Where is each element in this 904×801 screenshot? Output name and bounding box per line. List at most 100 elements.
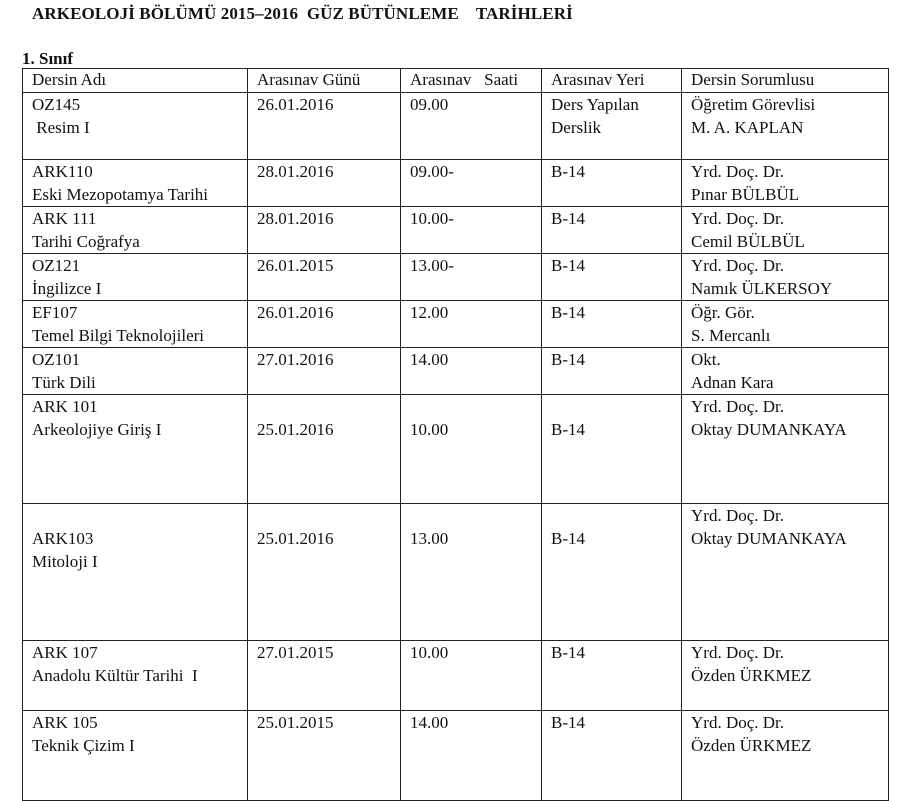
responsible-line: Yrd. Doç. Dr. bbox=[691, 643, 785, 662]
course-cell: OZ145 Resim I bbox=[22, 92, 248, 160]
date-cell: 25.01.2015 bbox=[247, 710, 401, 801]
responsible-cell: Yrd. Doç. Dr. Namık ÜLKERSOY bbox=[681, 253, 889, 301]
course-code: OZ121 bbox=[32, 256, 81, 275]
exam-date: 26.01.2015 bbox=[257, 256, 334, 275]
date-cell: 26.01.2016 bbox=[247, 300, 401, 348]
date-cell: 28.01.2016 bbox=[247, 159, 401, 207]
responsible-cell: Okt. Adnan Kara bbox=[681, 347, 889, 395]
exam-schedule-table: Dersin Adı Arasınav Günü Arasınav Saati … bbox=[22, 68, 889, 801]
course-code: ARK 107 bbox=[32, 643, 98, 662]
course-cell: ARK 105 Teknik Çizim I bbox=[22, 710, 248, 801]
exam-time: 09.00- bbox=[410, 162, 454, 181]
table-row: ARK 111 Tarihi Coğrafya 28.01.2016 10.00- B-… bbox=[22, 206, 889, 254]
exam-place: Ders Yapılan bbox=[551, 95, 639, 114]
table-row: ARK 107 Anadolu Kültür Tarihi I 27.01.2015… bbox=[22, 640, 889, 711]
table-header-row: Dersin Adı Arasınav Günü Arasınav Saati … bbox=[22, 68, 889, 93]
table-row: OZ145 Resim I 26.01.2016 09.00 Ders Yapılan… bbox=[22, 92, 889, 160]
exam-place: B-14 bbox=[551, 209, 585, 228]
exam-place: B-14 bbox=[551, 643, 585, 662]
table-row: OZ101 Türk Dili 27.01.2016 14.00 B-14 Okt. Adn… bbox=[22, 347, 889, 395]
exam-place: B-14 bbox=[551, 713, 585, 732]
time-cell: 10.00- bbox=[400, 206, 542, 254]
responsible-line: Pınar BÜLBÜL bbox=[691, 185, 800, 204]
course-name: Eski Mezopotamya Tarihi bbox=[32, 185, 209, 204]
time-cell: 14.00 bbox=[400, 347, 542, 395]
exam-time: 09.00 bbox=[410, 95, 449, 114]
exam-place: B-14 bbox=[551, 350, 585, 369]
exam-time: 14.00 bbox=[410, 350, 449, 369]
course-code: ARK103 bbox=[32, 529, 94, 548]
time-cell: 10.00 bbox=[400, 640, 542, 711]
date-cell: 25.01.2016 bbox=[247, 394, 401, 504]
responsible-line: S. Mercanlı bbox=[691, 326, 771, 345]
course-cell: ARK 107 Anadolu Kültür Tarihi I bbox=[22, 640, 248, 711]
responsible-cell: Öğr. Gör. S. Mercanlı bbox=[681, 300, 889, 348]
responsible-line: Yrd. Doç. Dr. bbox=[691, 506, 785, 525]
time-cell: 09.00 bbox=[400, 92, 542, 160]
course-name: Teknik Çizim I bbox=[32, 736, 135, 755]
column-header: Arasınav Yeri bbox=[541, 68, 682, 93]
exam-place: B-14 bbox=[551, 529, 585, 548]
course-code: ARK110 bbox=[32, 162, 93, 181]
course-cell: ARK110 Eski Mezopotamya Tarihi bbox=[22, 159, 248, 207]
place-cell: B-14 bbox=[541, 159, 682, 207]
course-name: İngilizce I bbox=[32, 279, 102, 298]
responsible-line: Oktay DUMANKAYA bbox=[691, 529, 847, 548]
responsible-cell: Öğretim Görevlisi M. A. KAPLAN bbox=[681, 92, 889, 160]
table-row: EF107 Temel Bilgi Teknolojileri 26.01.2016… bbox=[22, 300, 889, 348]
course-name: Anadolu Kültür Tarihi I bbox=[32, 666, 198, 685]
responsible-line: Özden ÜRKMEZ bbox=[691, 736, 812, 755]
course-code: ARK 111 bbox=[32, 209, 97, 228]
place-cell: B-14 bbox=[541, 710, 682, 801]
exam-place: B-14 bbox=[551, 303, 585, 322]
table-row: ARK 101 Arkeolojiye Giriş I 25.01.2016 10.0… bbox=[22, 394, 889, 504]
responsible-cell: Yrd. Doç. Dr. Özden ÜRKMEZ bbox=[681, 640, 889, 711]
responsible-cell: Yrd. Doç. Dr. Cemil BÜLBÜL bbox=[681, 206, 889, 254]
responsible-line: Yrd. Doç. Dr. bbox=[691, 713, 785, 732]
place-cell: B-14 bbox=[541, 347, 682, 395]
responsible-line: Yrd. Doç. Dr. bbox=[691, 397, 785, 416]
place-cell: B-14 bbox=[541, 300, 682, 348]
exam-place: B-14 bbox=[551, 420, 585, 439]
course-cell: OZ121 İngilizce I bbox=[22, 253, 248, 301]
course-name: Arkeolojiye Giriş I bbox=[32, 420, 162, 439]
date-cell: 27.01.2016 bbox=[247, 347, 401, 395]
exam-time: 13.00 bbox=[410, 529, 449, 548]
course-name: Resim I bbox=[32, 118, 90, 137]
exam-date: 26.01.2016 bbox=[257, 303, 334, 322]
course-name: Türk Dili bbox=[32, 373, 96, 392]
responsible-line: Yrd. Doç. Dr. bbox=[691, 209, 785, 228]
course-code: OZ101 bbox=[32, 350, 81, 369]
course-name: Tarihi Coğrafya bbox=[32, 232, 140, 251]
responsible-line: Öğretim Görevlisi bbox=[691, 95, 816, 114]
place-cell: B-14 bbox=[541, 206, 682, 254]
responsible-line: Öğr. Gör. bbox=[691, 303, 755, 322]
responsible-cell: Yrd. Doç. Dr. Oktay DUMANKAYA bbox=[681, 503, 889, 641]
time-cell: 13.00- bbox=[400, 253, 542, 301]
course-cell: ARK 111 Tarihi Coğrafya bbox=[22, 206, 248, 254]
responsible-line: Yrd. Doç. Dr. bbox=[691, 256, 785, 275]
course-cell: ARK103 Mitoloji I bbox=[22, 503, 248, 641]
place-cell: B-14 bbox=[541, 503, 682, 641]
exam-time: 14.00 bbox=[410, 713, 449, 732]
date-cell: 27.01.2015 bbox=[247, 640, 401, 711]
date-cell: 25.01.2016 bbox=[247, 503, 401, 641]
exam-date: 25.01.2016 bbox=[257, 420, 334, 439]
course-code: ARK 101 bbox=[32, 397, 98, 416]
time-cell: 10.00 bbox=[400, 394, 542, 504]
time-cell: 09.00- bbox=[400, 159, 542, 207]
course-code: ARK 105 bbox=[32, 713, 98, 732]
responsible-cell: Yrd. Doç. Dr. Özden ÜRKMEZ bbox=[681, 710, 889, 801]
column-header: Dersin Sorumlusu bbox=[681, 68, 889, 93]
course-code: OZ145 bbox=[32, 95, 81, 114]
responsible-line: M. A. KAPLAN bbox=[691, 118, 804, 137]
exam-time: 10.00 bbox=[410, 420, 449, 439]
responsible-cell: Yrd. Doç. Dr. Oktay DUMANKAYA bbox=[681, 394, 889, 504]
course-name: Temel Bilgi Teknolojileri bbox=[32, 326, 205, 345]
exam-date: 25.01.2015 bbox=[257, 713, 334, 732]
exam-time: 13.00- bbox=[410, 256, 454, 275]
course-cell: OZ101 Türk Dili bbox=[22, 347, 248, 395]
responsible-line: Yrd. Doç. Dr. bbox=[691, 162, 785, 181]
exam-date: 25.01.2016 bbox=[257, 529, 334, 548]
document-title: ARKEOLOJİ BÖLÜMÜ 2015–2016 GÜZ BÜTÜNLEME… bbox=[32, 4, 573, 23]
